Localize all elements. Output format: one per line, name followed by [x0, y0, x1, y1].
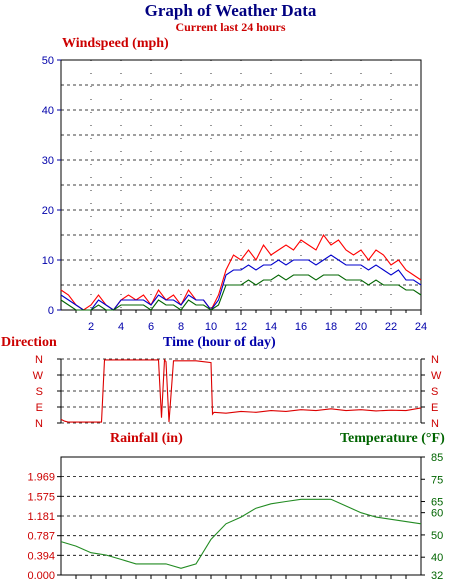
temperature-chart: 0.000 0.394 0.787 1.181 1.575 1.969 32 40 50 6065…: [27, 452, 443, 582]
wind-x-tick-label: 6: [148, 321, 154, 333]
temperature-title: Temperature (°F): [340, 431, 445, 446]
wind-series-0: [60, 233, 422, 312]
direction-series: [60, 358, 422, 423]
page-title: Graph of Weather Data: [144, 1, 317, 20]
temperature-y-tick-label: 85: [431, 452, 443, 464]
direction-right-tick-label: W: [431, 370, 442, 382]
wind-series-1: [60, 254, 422, 311]
temperature-y-tick-label: 65: [431, 497, 443, 509]
wind-x-tick-label: 2: [88, 321, 94, 333]
page-subtitle: Current last 24 hours: [175, 20, 286, 34]
wind-x-tick-label: 24: [415, 321, 427, 333]
wind-y-tick-label: 0: [48, 305, 54, 317]
wind-x-tick-label: 22: [385, 321, 397, 333]
rainfall-y-tick-label: 1.181: [27, 511, 55, 523]
wind-y-tick-label: 40: [42, 105, 54, 117]
temperature-y-tick-label: 32: [431, 570, 443, 582]
rainfall-y-tick-label: 0.000: [27, 570, 55, 582]
direction-left-tick-label: E: [36, 402, 43, 414]
wind-x-tick-label: 14: [265, 321, 277, 333]
wind-y-tick-label: 10: [42, 255, 54, 267]
temperature-y-tick-label: 60: [431, 508, 443, 520]
wind-x-tick-label: 4: [118, 321, 124, 333]
wind-x-tick-label: 16: [295, 321, 307, 333]
wind-x-tick-label: 18: [325, 321, 337, 333]
rainfall-y-tick-label: 1.575: [27, 491, 55, 503]
direction-right-tick-label: N: [431, 354, 439, 366]
temperature-y-tick-label: 50: [431, 530, 443, 542]
wind-x-tick-label: 8: [178, 321, 184, 333]
direction-right-tick-label: E: [431, 402, 438, 414]
direction-left-tick-label: N: [35, 418, 43, 430]
rainfall-y-tick-label: 0.394: [27, 550, 55, 562]
direction-title: Direction: [1, 335, 57, 350]
direction-left-tick-label: S: [36, 386, 43, 398]
wind-y-tick-label: 20: [42, 205, 54, 217]
wind-y-tick-label: 30: [42, 155, 54, 167]
rainfall-y-tick-label: 0.787: [27, 531, 55, 543]
wind-series-2: [60, 274, 422, 311]
windspeed-title: Windspeed (mph): [62, 36, 169, 51]
wind-x-tick-label: 12: [235, 321, 247, 333]
direction-left-tick-label: W: [33, 370, 44, 382]
direction-right-tick-label: S: [431, 386, 438, 398]
direction-right-tick-label: N: [431, 418, 439, 430]
temperature-y-tick-label: 40: [431, 552, 443, 564]
rainfall-y-tick-label: 1.969: [27, 472, 55, 484]
wind-y-tick-label: 50: [42, 55, 54, 67]
time-axis-title: Time (hour of day): [163, 335, 276, 350]
direction-chart: N NW WS SE EN N: [33, 354, 442, 430]
wind-x-tick-label: 20: [355, 321, 367, 333]
temperature-y-tick-label: 75: [431, 474, 443, 486]
direction-left-tick-label: N: [35, 354, 43, 366]
wind-x-tick-label: 10: [205, 321, 217, 333]
rainfall-title: Rainfall (in): [110, 431, 183, 446]
temperature-series: [60, 498, 422, 569]
